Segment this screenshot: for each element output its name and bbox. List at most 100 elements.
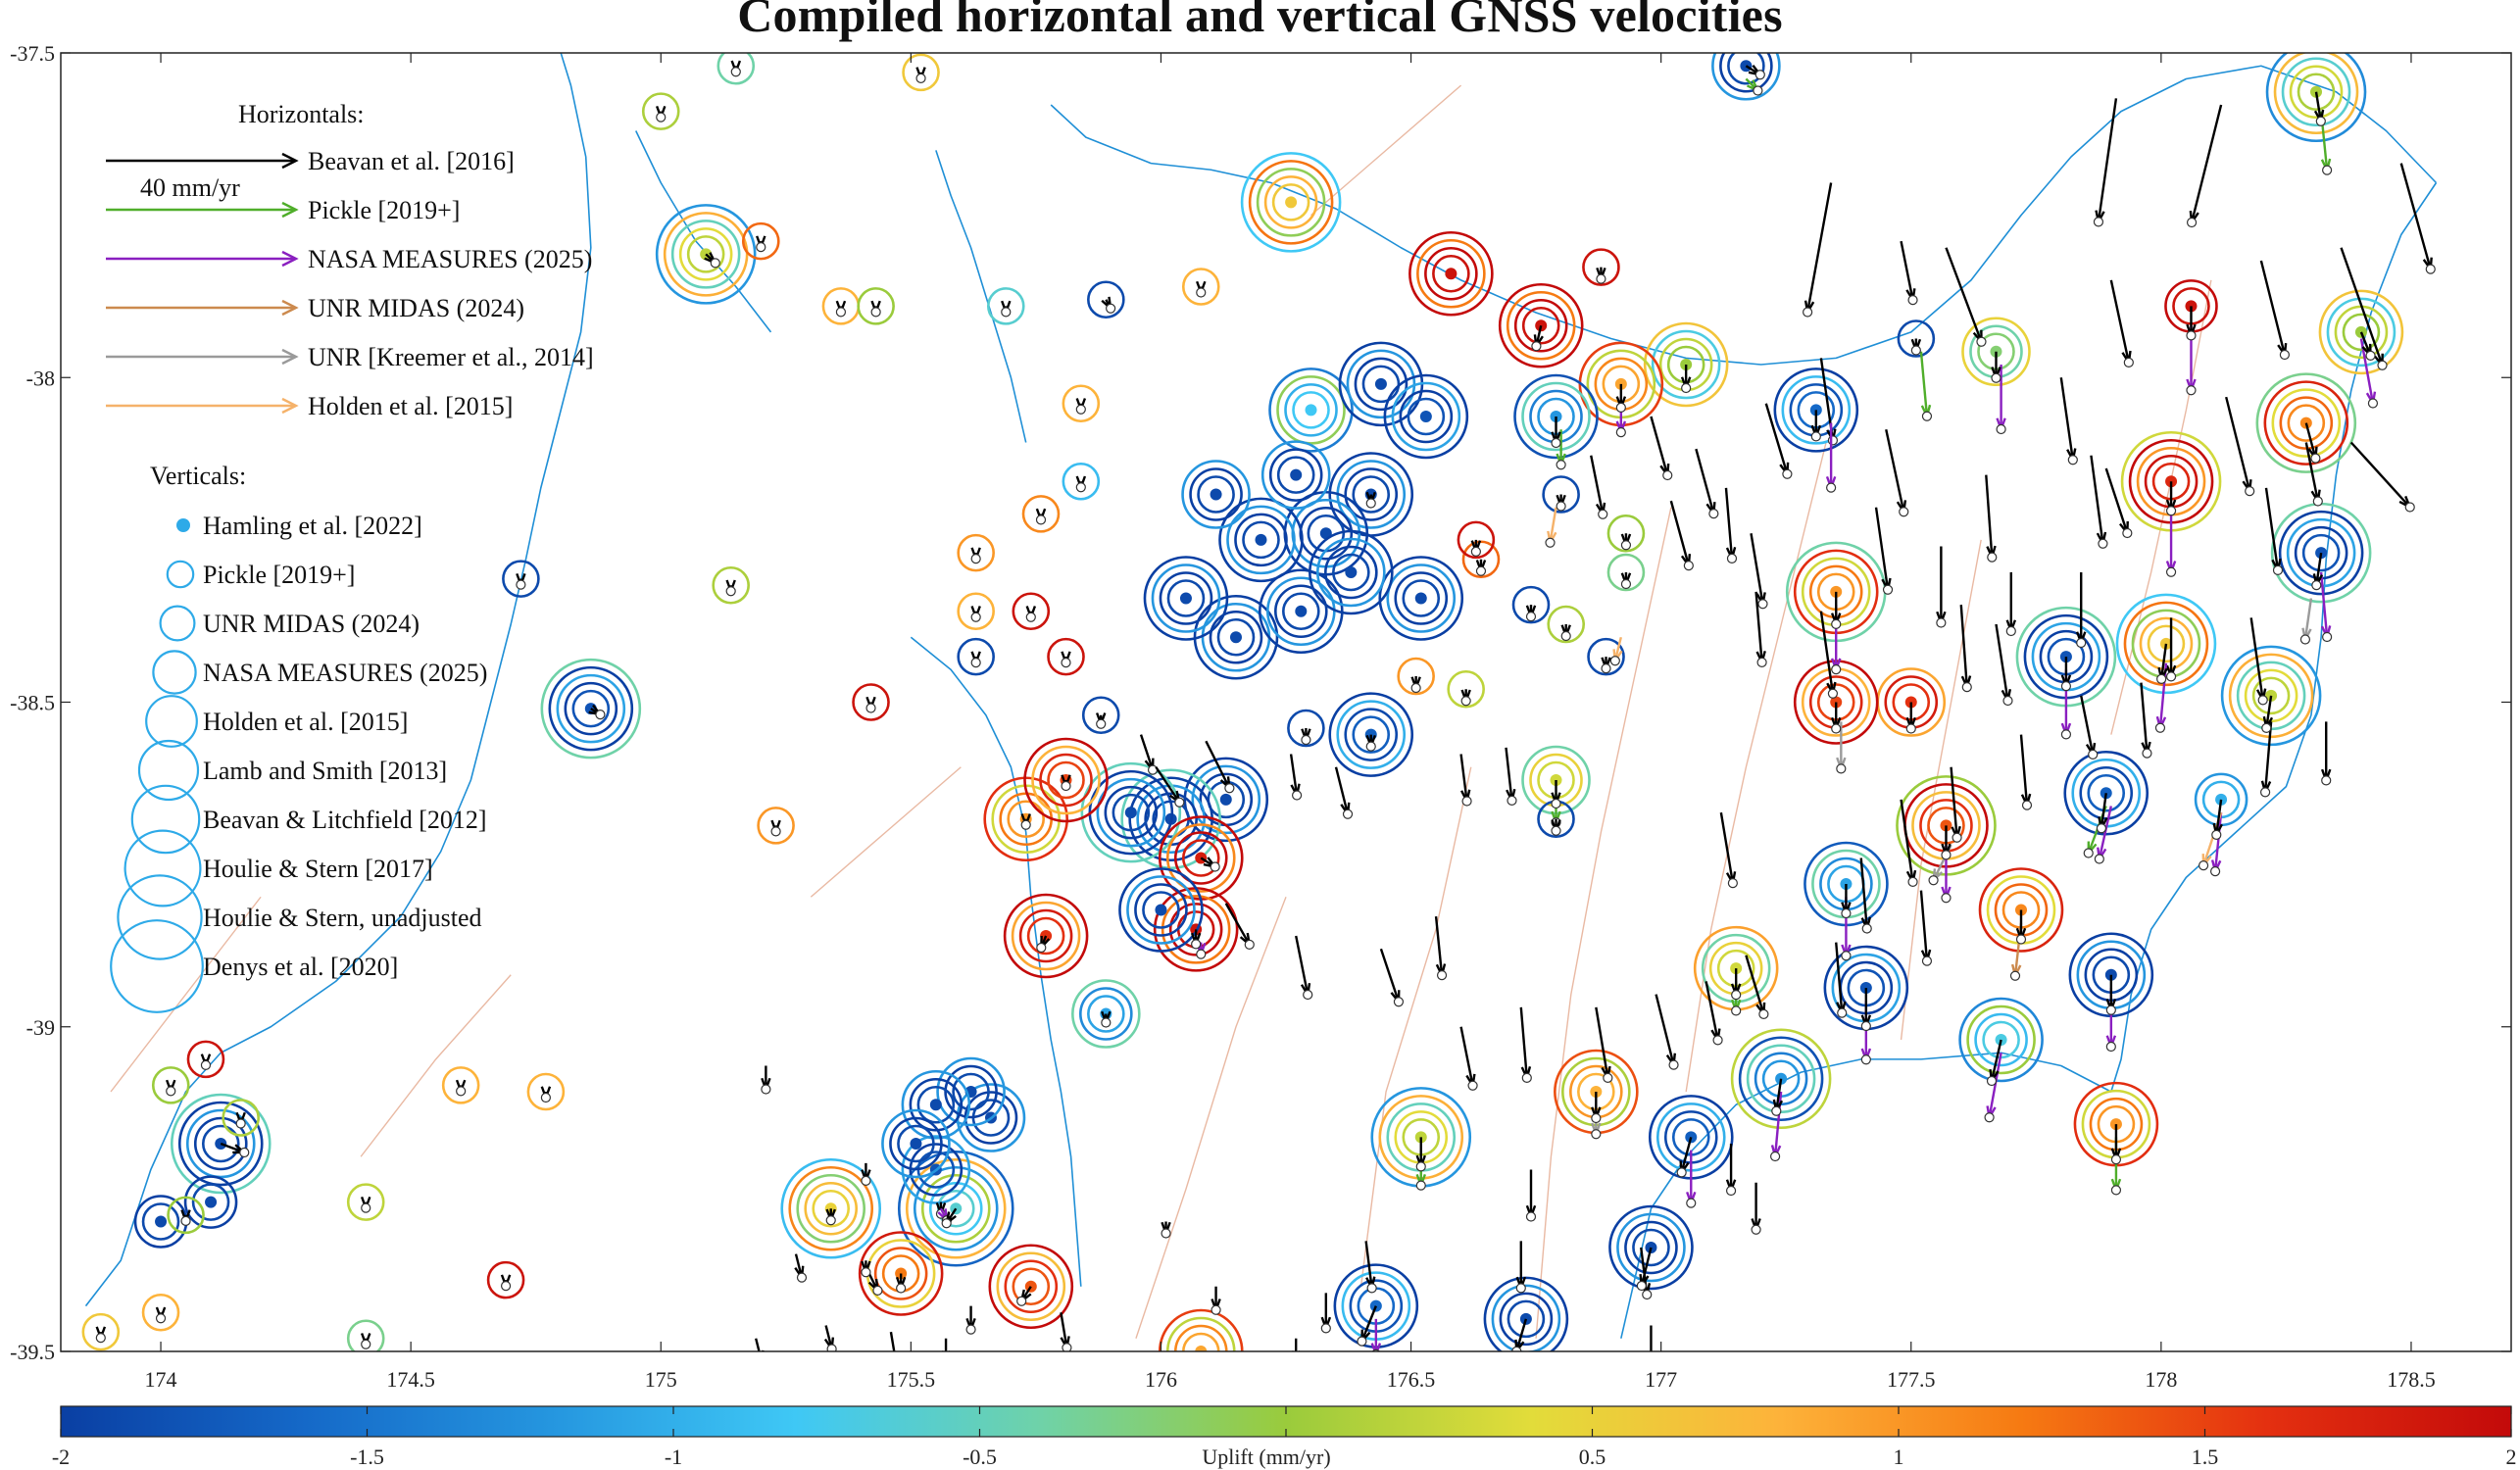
- arrow-tip-marker: [1620, 540, 1632, 551]
- arrow-station: [941, 1207, 958, 1229]
- arrow-shaft: [1505, 747, 1513, 802]
- arrow-tip-marker: [2165, 671, 2177, 682]
- vertical-circle: [1352, 715, 1391, 754]
- legend-dot: [176, 518, 190, 532]
- vertical-circle: [1158, 1308, 1244, 1351]
- station-marker: [346, 1319, 385, 1351]
- vertical-circle: [2273, 53, 2359, 135]
- arrow-tip-marker: [2367, 398, 2379, 409]
- arrow-beavan: [1725, 1144, 1737, 1197]
- vertical-circle: [2297, 73, 2336, 112]
- arrow-tip-marker: [1754, 70, 1765, 80]
- vertical-circle: [1161, 895, 1231, 964]
- vertical-circle: [1062, 462, 1101, 501]
- arrow-tip-marker: [2322, 165, 2333, 175]
- arrow-beavan: [1669, 500, 1694, 571]
- arrow-beavan: [2104, 467, 2133, 539]
- arrow-shaft: [2263, 721, 2273, 793]
- legend-vertical-label: Holden et al. [2015]: [203, 708, 408, 736]
- arrow-station: [2060, 657, 2072, 692]
- vertical-circle: [1240, 152, 1342, 253]
- vertical-circle: [957, 592, 995, 631]
- arrow-shaft: [1289, 754, 1299, 796]
- arrow-shaft: [1900, 799, 1914, 883]
- arrow-beavan: [1155, 766, 1185, 808]
- arrow-station: [1101, 1010, 1112, 1028]
- vertical-circle: [81, 1312, 121, 1351]
- station-marker: [780, 1157, 882, 1259]
- arrow-tip-marker: [2312, 496, 2323, 507]
- arrow-station: [1016, 1286, 1032, 1306]
- vertical-circle: [936, 1056, 1006, 1127]
- arrow-tip-marker: [761, 1084, 771, 1095]
- arrow-shaft: [1459, 754, 1468, 802]
- arrow-tip-marker: [1556, 501, 1566, 512]
- arrow-tip-marker: [1860, 1020, 1871, 1032]
- arrow-shaft: [1900, 240, 1914, 301]
- arrow-tip-marker: [2186, 330, 2197, 341]
- arrow-beavan: [1224, 903, 1255, 950]
- arrow-tip-marker: [1603, 1072, 1613, 1083]
- arrow-shaft: [2140, 682, 2149, 754]
- arrow-beavan: [2165, 617, 2177, 682]
- fault-line: [1359, 766, 1472, 1287]
- arrow-tip-marker: [2154, 722, 2166, 733]
- arrow-shaft: [1434, 916, 1444, 976]
- arrow-shaft: [2104, 467, 2129, 534]
- legend-vertical-label: Denys et al. [2020]: [203, 953, 398, 981]
- legend-vertical-label: Houlie & Stern [2017]: [203, 855, 433, 883]
- arrow-tip-marker: [1016, 1296, 1027, 1306]
- arrow-tip-marker: [1515, 1283, 1526, 1294]
- station-marker: [1143, 556, 1229, 641]
- vertical-circle: [1336, 700, 1407, 769]
- vertical-circle: [1087, 280, 1125, 319]
- arrow-shaft: [1295, 935, 1309, 996]
- y-tick-label: -38: [26, 366, 55, 390]
- station-marker: [1397, 657, 1435, 696]
- station-marker: [526, 1072, 566, 1111]
- arrow-shaft: [1750, 533, 1764, 605]
- legend-horizontal-label: Beavan et al. [2016]: [308, 147, 515, 175]
- station-marker: [1087, 280, 1125, 319]
- arrow-station: [455, 1079, 467, 1097]
- arrow-head: [1370, 1343, 1382, 1351]
- vertical-circle: [1961, 317, 2031, 387]
- arrow-tip-marker: [1545, 537, 1556, 548]
- arrow-tip-marker: [1531, 341, 1542, 352]
- arrow-tip-marker: [516, 579, 526, 590]
- station-dot: [1124, 807, 1137, 819]
- arrow-head: [940, 1350, 952, 1351]
- arrow-shaft: [1959, 605, 1968, 688]
- arrow-beavan: [1060, 1312, 1072, 1351]
- vertical-circle: [1248, 160, 1334, 245]
- arrow-beavan: [1525, 1169, 1537, 1222]
- station-marker: [222, 1099, 260, 1137]
- arrow-shaft: [1379, 948, 1401, 1003]
- arrow-tip-marker: [540, 1092, 551, 1103]
- legend-vertical-label: Houlie & Stern, unadjusted: [203, 904, 482, 932]
- arrow-station: [1620, 572, 1632, 590]
- legend-circle: [110, 919, 204, 1013]
- arrow-beavan: [2093, 98, 2118, 227]
- vertical-circle: [1165, 823, 1236, 893]
- arrow-shaft: [1835, 942, 1844, 1013]
- arrow-beavan: [1751, 1182, 1761, 1235]
- vertical-circle: [1268, 448, 1323, 502]
- arrow-tip-marker: [1461, 796, 1472, 807]
- arrow-station: [1035, 508, 1047, 525]
- arrow-tip-marker: [200, 1059, 212, 1070]
- arrow-station: [970, 651, 981, 668]
- vertical-circle: [670, 220, 741, 289]
- arrow-tip-marker: [1525, 1211, 1537, 1222]
- arrow-beavan: [1705, 981, 1723, 1046]
- arrow-tip-marker: [2083, 848, 2094, 858]
- arrow-tip-marker: [1106, 303, 1116, 314]
- arrow-tip-marker: [1551, 798, 1561, 809]
- arrow-tip-marker: [2257, 695, 2268, 706]
- arrow-station: [1830, 702, 1842, 734]
- arrow-tip-marker: [915, 73, 926, 83]
- arrow-shaft: [1205, 740, 1231, 789]
- arrow-beavan: [2399, 163, 2436, 274]
- arrow-tip-marker: [1601, 663, 1611, 674]
